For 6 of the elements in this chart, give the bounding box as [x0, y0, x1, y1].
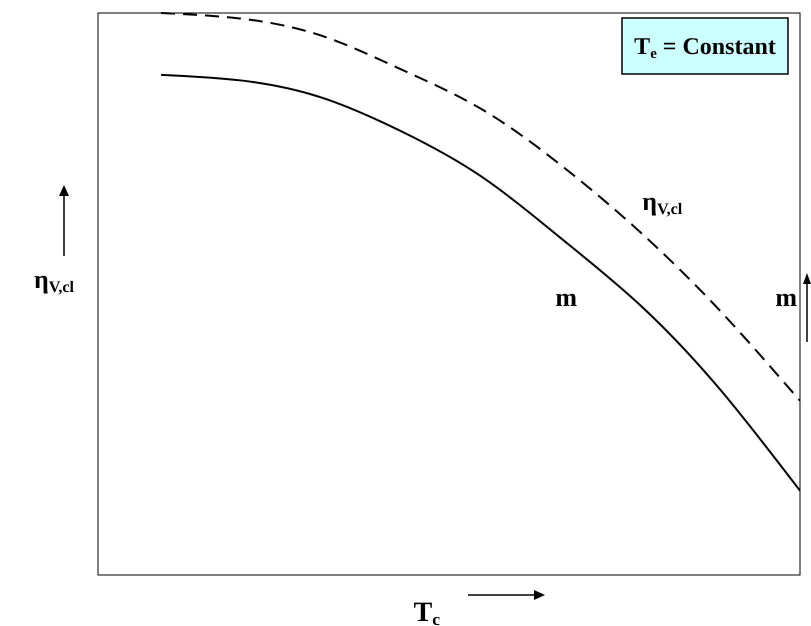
y-axis-title: η$_{V,cl}$: [34, 265, 74, 296]
x-axis-title: T$_{c}$: [414, 597, 440, 626]
y2-axis-title: m: [775, 283, 798, 312]
annotation: T$_{e}$ = Constant: [634, 34, 776, 62]
series-label: m: [555, 282, 578, 312]
series-label: η$_{V,cl}$: [642, 187, 683, 218]
